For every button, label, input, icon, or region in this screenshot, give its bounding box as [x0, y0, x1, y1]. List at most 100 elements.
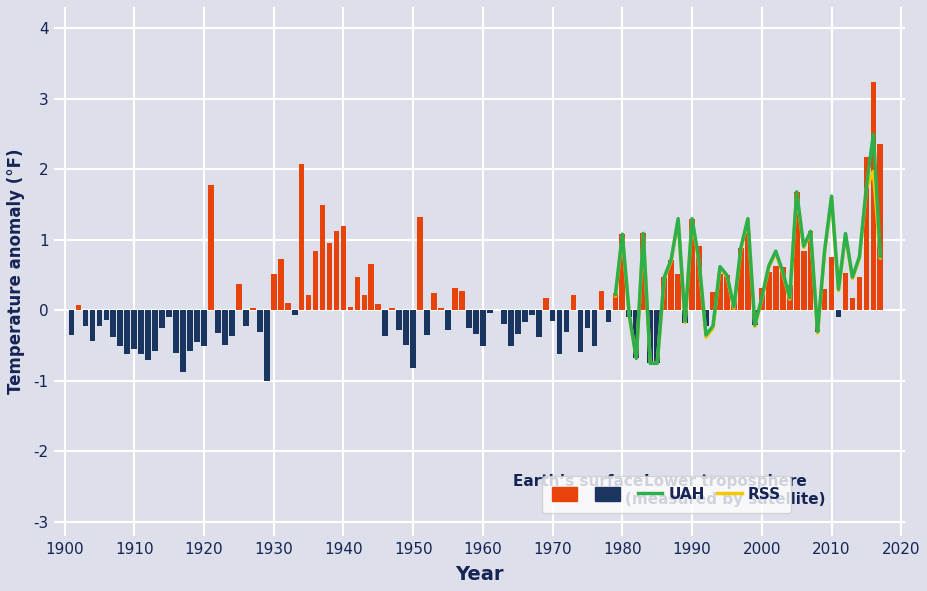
Bar [535, 310, 541, 337]
Bar [459, 291, 464, 310]
Bar [626, 310, 631, 317]
Bar [90, 310, 95, 342]
Bar [291, 310, 298, 314]
Bar [542, 298, 548, 310]
Bar [647, 310, 653, 363]
Bar [570, 295, 576, 310]
Bar [445, 310, 451, 330]
Bar [849, 298, 855, 310]
Bar [514, 310, 520, 334]
Bar [173, 310, 179, 353]
Bar [305, 295, 311, 310]
Bar [249, 307, 256, 310]
Bar [765, 271, 771, 310]
Bar [681, 310, 687, 323]
Bar [243, 310, 248, 326]
Bar [222, 310, 227, 345]
Bar [110, 310, 116, 337]
Bar [263, 310, 270, 381]
Bar [612, 293, 617, 310]
Bar [479, 310, 485, 346]
Bar [166, 310, 171, 317]
Bar [814, 310, 819, 332]
Bar [410, 310, 415, 368]
Bar [298, 164, 304, 310]
Bar [549, 310, 555, 321]
Bar [563, 310, 569, 332]
Text: Lower troposphere
(measured by satellite): Lower troposphere (measured by satellite… [625, 475, 825, 506]
Bar [229, 310, 235, 336]
Bar [326, 243, 332, 310]
Bar [124, 310, 130, 354]
Bar [257, 310, 262, 332]
Bar [786, 285, 792, 310]
Bar [744, 233, 750, 310]
Bar [334, 230, 339, 310]
Bar [180, 310, 185, 372]
Bar [605, 310, 611, 322]
Bar [675, 274, 680, 310]
Bar [368, 265, 374, 310]
Bar [856, 277, 861, 310]
Bar [633, 310, 639, 358]
Bar [507, 310, 514, 346]
Bar [619, 234, 625, 310]
Bar [591, 310, 597, 346]
Bar [277, 259, 284, 310]
Bar [473, 310, 478, 335]
Bar [375, 304, 381, 310]
Bar [451, 288, 457, 310]
Bar [877, 144, 883, 310]
Bar [83, 310, 88, 326]
Bar [640, 233, 645, 310]
Bar [194, 310, 199, 342]
Bar [730, 298, 736, 310]
Bar [348, 307, 353, 310]
Bar [235, 284, 241, 310]
Bar [152, 310, 158, 350]
Bar [118, 310, 123, 346]
Bar [661, 277, 667, 310]
Bar [758, 288, 764, 310]
Bar [382, 310, 387, 336]
Bar [271, 274, 276, 310]
Bar [146, 310, 151, 360]
Bar [654, 310, 659, 363]
Bar [834, 310, 841, 317]
Bar [793, 192, 799, 310]
Bar [96, 310, 102, 326]
Bar [138, 310, 144, 354]
Bar [319, 205, 325, 310]
Bar [556, 310, 562, 354]
Bar [215, 310, 221, 333]
Bar [465, 310, 471, 328]
Bar [75, 306, 82, 310]
Bar [723, 275, 729, 310]
Bar [577, 310, 583, 352]
Bar [737, 248, 743, 310]
Bar [598, 291, 603, 310]
Bar [104, 310, 109, 320]
Bar [584, 310, 590, 328]
Bar [431, 293, 437, 310]
Bar [487, 310, 492, 313]
Bar [208, 185, 213, 310]
Bar [820, 289, 827, 310]
Bar [842, 273, 847, 310]
Bar [340, 226, 346, 310]
Bar [201, 310, 207, 346]
Bar [667, 259, 673, 310]
Bar [159, 310, 165, 328]
Bar [132, 310, 137, 349]
Bar [528, 310, 534, 314]
Bar [709, 292, 715, 310]
Bar [521, 310, 527, 322]
Bar [417, 217, 423, 310]
Bar [285, 303, 290, 310]
Bar [695, 246, 701, 310]
Bar [806, 231, 813, 310]
Bar [403, 310, 409, 345]
Bar [438, 309, 443, 310]
X-axis label: Year: Year [454, 565, 503, 584]
Bar [362, 295, 367, 310]
